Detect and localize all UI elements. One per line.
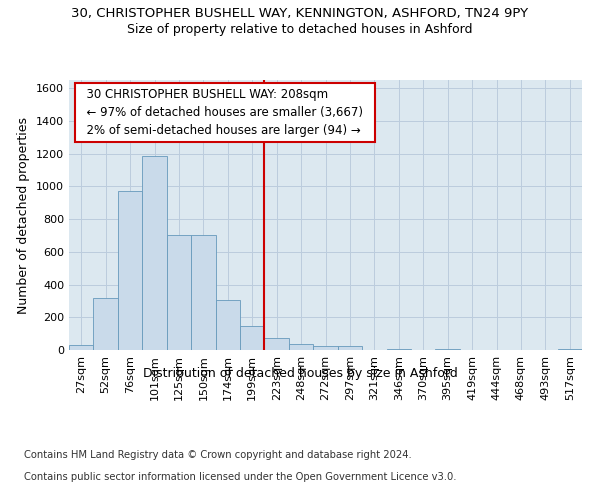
Bar (313, 346, 338, 350)
Bar (289, 344, 313, 350)
Bar (94, 298, 118, 350)
Bar (167, 236, 191, 350)
Bar (191, 236, 215, 350)
Text: Distribution of detached houses by size in Ashford: Distribution of detached houses by size … (143, 368, 457, 380)
Bar (118, 192, 142, 350)
Bar (386, 349, 411, 350)
Y-axis label: Number of detached properties: Number of detached properties (17, 116, 31, 314)
Bar (436, 349, 460, 350)
Bar (240, 326, 265, 350)
Text: Contains HM Land Registry data © Crown copyright and database right 2024.: Contains HM Land Registry data © Crown c… (24, 450, 412, 460)
Text: Size of property relative to detached houses in Ashford: Size of property relative to detached ho… (127, 22, 473, 36)
Bar (215, 300, 240, 350)
Text: 30, CHRISTOPHER BUSHELL WAY, KENNINGTON, ASHFORD, TN24 9PY: 30, CHRISTOPHER BUSHELL WAY, KENNINGTON,… (71, 8, 529, 20)
Bar (265, 338, 289, 350)
Text: Contains public sector information licensed under the Open Government Licence v3: Contains public sector information licen… (24, 472, 457, 482)
Bar (338, 346, 362, 350)
Bar (557, 349, 582, 350)
Bar (69, 345, 94, 350)
Text: 30 CHRISTOPHER BUSHELL WAY: 208sqm  
  ← 97% of detached houses are smaller (3,6: 30 CHRISTOPHER BUSHELL WAY: 208sqm ← 97%… (79, 88, 371, 137)
Bar (142, 156, 167, 350)
